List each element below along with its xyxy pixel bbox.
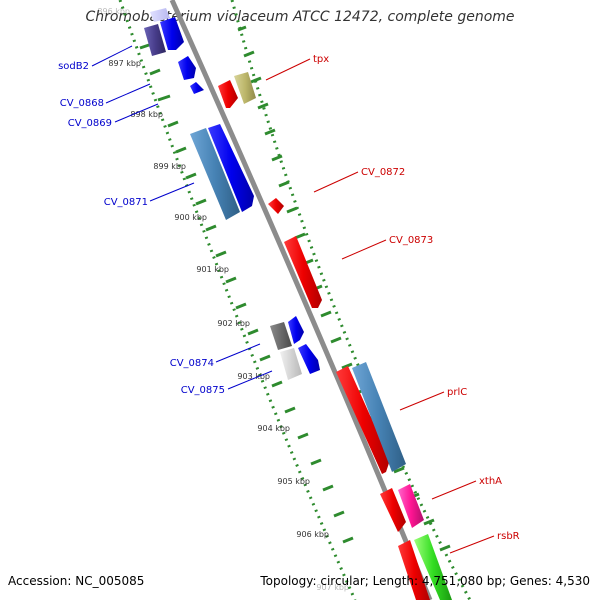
gene-sodb2-upper[interactable]	[144, 24, 166, 56]
gene-xtha-neighbor[interactable]	[398, 484, 424, 528]
gene-xtha[interactable]	[380, 488, 406, 532]
gene-label-cv-0868[interactable]: CV_0868	[60, 98, 104, 109]
kbp-label: 900 kbp	[174, 213, 207, 222]
topology-text: Topology: circular; Length: 4,751,080 bp…	[260, 574, 590, 588]
kbp-label: 905 kbp	[277, 477, 310, 486]
kbp-label: 897 kbp	[108, 59, 141, 68]
leader-line	[105, 83, 151, 104]
leader-line	[149, 182, 195, 202]
kbp-label: 904 kbp	[257, 424, 290, 433]
gene-label-tpx[interactable]: tpx	[313, 54, 329, 65]
leader-line	[313, 171, 359, 193]
gene-label-cv-0869[interactable]: CV_0869	[68, 118, 112, 129]
gene-cv-0874[interactable]	[288, 316, 304, 344]
leader-line	[265, 58, 311, 81]
right-track-border	[230, 0, 472, 600]
kbp-label: 903 kbp	[237, 372, 270, 381]
kbp-label: 906 kbp	[296, 530, 329, 539]
left-track-border	[118, 0, 357, 600]
gene-cv-0869[interactable]	[190, 82, 204, 94]
gene-prlc[interactable]	[336, 366, 390, 474]
leader-line	[215, 343, 261, 363]
gene-rsbr[interactable]	[398, 540, 430, 600]
gene-label-sodb2[interactable]: sodB2	[58, 61, 89, 72]
gene-sodb2[interactable]	[160, 17, 184, 50]
leader-line	[114, 103, 159, 123]
map-title: Chromobacterium violaceum ATCC 12472, co…	[85, 9, 515, 25]
kbp-label: 901 kbp	[196, 265, 229, 274]
gene-cv-0874-grey[interactable]	[270, 322, 292, 350]
gene-upstream-faded[interactable]	[150, 8, 170, 22]
leader-line	[449, 535, 495, 554]
gene-rsbr-neighbor[interactable]	[414, 534, 452, 600]
leader-line	[91, 45, 133, 67]
gene-cv-0875-grey[interactable]	[280, 348, 302, 380]
gene-label-cv-0874[interactable]: CV_0874	[170, 358, 214, 369]
kbp-label: 902 kbp	[217, 319, 250, 328]
gene-label-cv-0873[interactable]: CV_0873	[389, 235, 433, 246]
kbp-label: 907 kbp	[316, 583, 349, 592]
kbp-label: 899 kbp	[153, 162, 186, 171]
leader-line	[431, 480, 477, 500]
gene-cv-0868[interactable]	[178, 56, 196, 80]
accession-text: Accession: NC_005085	[8, 574, 145, 588]
kbp-label: 898 kbp	[130, 110, 163, 119]
leader-line	[227, 370, 273, 390]
gene-tpx[interactable]	[218, 80, 238, 108]
gene-cv-0871[interactable]	[208, 124, 254, 212]
gene-label-prlc[interactable]: prlC	[447, 387, 467, 398]
gene-label-rsbr[interactable]: rsbR	[497, 531, 520, 542]
leader-line	[341, 239, 387, 260]
gene-label-xtha[interactable]: xthA	[479, 476, 502, 487]
gene-label-cv-0871[interactable]: CV_0871	[104, 197, 148, 208]
gene-cv-0872[interactable]	[268, 198, 284, 214]
gene-cv-0875[interactable]	[298, 344, 320, 374]
gene-prlc-neighbor[interactable]	[352, 362, 406, 472]
gene-cv-0873[interactable]	[284, 236, 322, 308]
gene-label-cv-0872[interactable]: CV_0872	[361, 167, 405, 178]
kbp-label: 896 kbp	[97, 7, 130, 16]
left-tick-marks	[139, 42, 354, 544]
gene-tpx-neighbor[interactable]	[234, 72, 256, 104]
right-tick-marks	[237, 25, 451, 552]
gene-label-cv-0875[interactable]: CV_0875	[181, 385, 225, 396]
gene-cv-0870[interactable]	[190, 128, 240, 220]
leader-line	[399, 391, 445, 411]
